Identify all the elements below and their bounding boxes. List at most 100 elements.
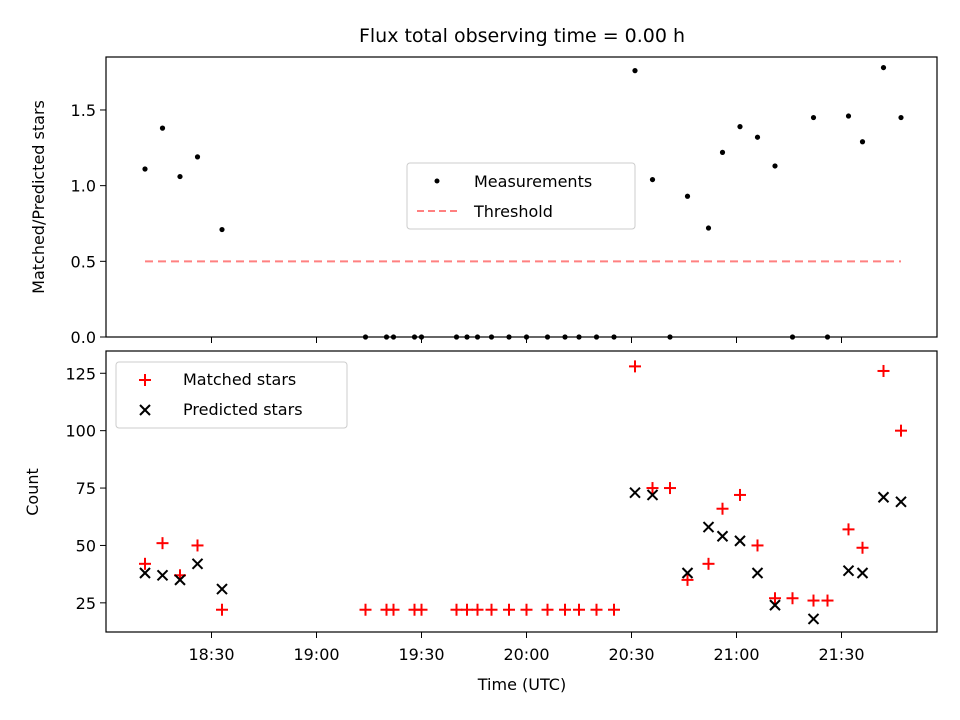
matched-star-point [681,573,694,586]
bottom-legend: Matched stars Predicted stars [115,361,348,429]
measurement-point [649,176,656,183]
measurement-point [474,334,481,340]
top-y-tick-label: 1.0 [71,177,96,196]
predicted-star-point [842,564,855,577]
matched-star-point [608,603,620,616]
measurement-point [464,334,470,340]
measurement-point [562,334,568,340]
predicted-star-point [751,567,764,579]
measurement-point [719,149,726,155]
measurement-point [593,334,600,340]
legend-matched-label: Matched stars [183,370,296,389]
matched-star-point [503,603,515,616]
predicted-star-point [716,530,729,542]
matched-star-point [573,603,585,616]
measurement-point [576,334,582,340]
measurement-point [632,68,638,74]
measurement-point [488,334,495,340]
chart-title: Flux total observing time = 0.00 h [359,25,685,47]
bottom-x-tick-label: 21:30 [818,645,864,664]
top-plot-frame [105,56,938,338]
matched-star-point [156,537,169,550]
predicted-star-point [895,496,907,508]
predicted-star-point [191,558,204,570]
matched-star-point [751,539,764,552]
matched-star-point [471,603,484,616]
matched-star-point [895,424,907,437]
legend-measurements-label: Measurements [474,172,592,191]
measurement-point [772,163,778,169]
measurement-point [362,334,369,340]
measurement-point [544,334,551,340]
matched-star-point [520,603,533,616]
measurement-point [159,125,166,131]
bottom-y-tick-label: 100 [65,422,96,441]
bottom-x-axis-label: Time (UTC) [477,675,566,694]
predicted-star-point [807,613,820,625]
matched-star-point [769,592,781,605]
matched-star-point [590,603,603,616]
measurement-point [705,225,712,231]
bottom-y-tick-label: 75 [76,479,96,498]
bottom-legend-box [115,361,348,429]
measurement-point [418,334,425,340]
measurement-point [859,139,866,145]
top-axes: 0.0 0.5 1.0 1.5 Matched/Predicted stars Mea… [29,56,938,347]
measurement-point [824,334,831,340]
measurement-point [845,113,852,119]
predicted-star-point [681,567,694,579]
matched-star-point [786,592,799,605]
matched-star-point [646,482,659,495]
matched-star-point [734,488,746,501]
predicted-star-point [646,489,659,501]
bottom-x-tick-label: 20:30 [608,645,654,664]
measurement-point [667,334,673,340]
matched-star-point [139,557,151,570]
measurement-point [142,166,148,172]
predicted-star-point [702,521,715,533]
bottom-x-tick-label: 18:30 [188,645,234,664]
measurement-point [219,226,225,233]
predicted-star-point [174,574,186,586]
matched-star-point [461,603,473,616]
matched-star-point [702,557,715,570]
measurement-point [453,334,460,340]
matched-star-point [450,603,463,616]
bottom-x-ticks: 18:30 19:00 19:30 20:00 20:30 21:00 21:30 [188,632,865,664]
measurement-point [898,114,904,121]
measurement-point [383,334,390,340]
measurement-point [523,334,530,340]
matched-star-point [541,603,554,616]
matched-star-point [559,603,571,616]
predicted-star-point [629,486,641,499]
bottom-y-axis-label: Count [23,468,42,516]
bottom-x-tick-label: 20:00 [503,645,549,664]
bottom-plot-frame [105,350,938,633]
measurement-point [611,334,617,340]
top-y-ticks: 0.0 0.5 1.0 1.5 [71,101,106,347]
matched-star-point [664,482,676,495]
predicted-star-point [216,583,228,595]
bottom-y-tick-label: 50 [76,536,96,555]
bottom-x-tick-label: 21:00 [713,645,759,664]
bottom-data-marks [139,360,907,625]
top-y-axis-label: Matched/Predicted stars [29,100,48,294]
legend-predicted-label: Predicted stars [183,400,303,419]
predicted-star-point [139,567,151,579]
measurement-point [789,334,796,340]
matched-star-point [842,523,855,536]
matched-star-point [191,539,204,552]
measurement-point [754,134,761,140]
measurement-point [411,334,418,340]
bottom-axes: 25 50 75 100 125 18:30 19:00 19:30 20:00 20:30 21… [23,350,938,694]
measurement-point [880,64,887,71]
matched-star-point [415,603,428,616]
bottom-x-tick-label: 19:30 [398,645,444,664]
matched-star-point [387,603,400,616]
matched-star-point [629,360,641,373]
matched-star-point [807,594,820,607]
matched-star-point [877,364,890,377]
bottom-y-tick-label: 25 [76,594,96,613]
bottom-x-tick-label: 19:00 [293,645,339,664]
legend-matched-marker [139,374,151,386]
